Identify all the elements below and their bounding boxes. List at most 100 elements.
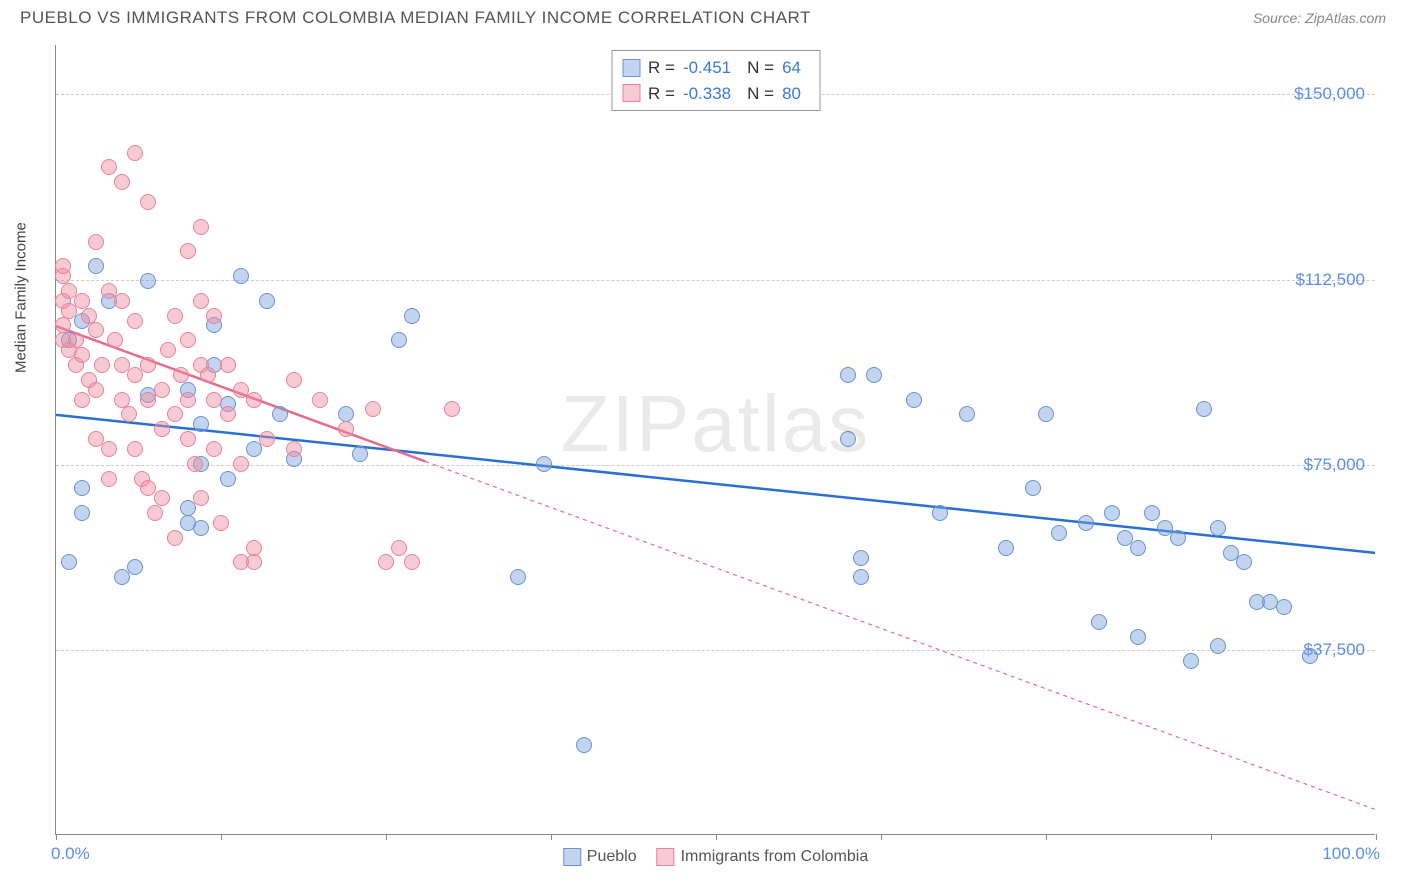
data-point xyxy=(88,322,104,338)
data-point xyxy=(391,540,407,556)
data-point xyxy=(55,317,71,333)
data-point xyxy=(259,293,275,309)
x-tick xyxy=(56,834,57,840)
data-point xyxy=(74,505,90,521)
data-point xyxy=(180,431,196,447)
source-label: Source: ZipAtlas.com xyxy=(1253,10,1386,26)
x-tick xyxy=(1046,834,1047,840)
data-point xyxy=(101,471,117,487)
data-point xyxy=(1276,599,1292,615)
data-point xyxy=(998,540,1014,556)
data-point xyxy=(1210,520,1226,536)
data-point xyxy=(1144,505,1160,521)
data-point xyxy=(576,737,592,753)
data-point xyxy=(286,372,302,388)
data-point xyxy=(167,530,183,546)
data-point xyxy=(101,159,117,175)
y-axis-title: Median Family Income xyxy=(13,222,30,373)
data-point xyxy=(259,431,275,447)
r-label: R = xyxy=(648,81,675,107)
data-point xyxy=(167,406,183,422)
data-point xyxy=(906,392,922,408)
stats-row-pueblo: R = -0.451 N = 64 xyxy=(622,55,809,81)
data-point xyxy=(180,332,196,348)
swatch-pueblo xyxy=(563,848,581,866)
data-point xyxy=(510,569,526,585)
x-tick xyxy=(716,834,717,840)
chart-plot-area: Median Family Income $37,500$75,000$112,… xyxy=(55,45,1375,835)
data-point xyxy=(140,273,156,289)
data-point xyxy=(1025,480,1041,496)
data-point xyxy=(193,520,209,536)
data-point xyxy=(246,540,262,556)
data-point xyxy=(200,367,216,383)
data-point xyxy=(1130,629,1146,645)
data-point xyxy=(312,392,328,408)
data-point xyxy=(107,332,123,348)
data-point xyxy=(378,554,394,570)
data-point xyxy=(959,406,975,422)
data-point xyxy=(213,515,229,531)
data-point xyxy=(114,293,130,309)
data-point xyxy=(206,441,222,457)
data-point xyxy=(536,456,552,472)
data-point xyxy=(1130,540,1146,556)
data-point xyxy=(127,441,143,457)
data-point xyxy=(1302,648,1318,664)
data-point xyxy=(338,421,354,437)
data-point xyxy=(173,367,189,383)
data-point xyxy=(1051,525,1067,541)
data-point xyxy=(233,268,249,284)
stats-row-colombia: R = -0.338 N = 80 xyxy=(622,81,809,107)
gridline xyxy=(56,465,1375,466)
data-point xyxy=(391,332,407,348)
x-min-label: 0.0% xyxy=(51,844,90,864)
data-point xyxy=(127,145,143,161)
data-point xyxy=(932,505,948,521)
x-tick xyxy=(881,834,882,840)
x-tick xyxy=(221,834,222,840)
data-point xyxy=(286,441,302,457)
data-point xyxy=(1236,554,1252,570)
data-point xyxy=(220,357,236,373)
x-tick xyxy=(1376,834,1377,840)
n-label: N = xyxy=(747,55,774,81)
data-point xyxy=(114,174,130,190)
y-tick-label: $75,000 xyxy=(1304,455,1365,475)
data-point xyxy=(246,392,262,408)
swatch-colombia xyxy=(622,84,640,102)
data-point xyxy=(147,505,163,521)
data-point xyxy=(74,347,90,363)
data-point xyxy=(352,446,368,462)
data-point xyxy=(233,456,249,472)
swatch-colombia xyxy=(657,848,675,866)
legend-item-pueblo: Pueblo xyxy=(563,848,637,866)
trend-lines xyxy=(56,45,1375,834)
data-point xyxy=(81,308,97,324)
n-value-pueblo: 64 xyxy=(782,55,801,81)
data-point xyxy=(1104,505,1120,521)
stats-legend: R = -0.451 N = 64 R = -0.338 N = 80 xyxy=(611,50,820,111)
data-point xyxy=(114,392,130,408)
data-point xyxy=(1091,614,1107,630)
data-point xyxy=(74,293,90,309)
data-point xyxy=(866,367,882,383)
data-point xyxy=(154,382,170,398)
data-point xyxy=(1078,515,1094,531)
data-point xyxy=(444,401,460,417)
data-point xyxy=(180,392,196,408)
data-point xyxy=(1196,401,1212,417)
data-point xyxy=(55,258,71,274)
data-point xyxy=(154,421,170,437)
data-point xyxy=(853,550,869,566)
x-tick xyxy=(386,834,387,840)
data-point xyxy=(338,406,354,422)
data-point xyxy=(140,357,156,373)
data-point xyxy=(220,471,236,487)
y-tick-label: $150,000 xyxy=(1294,84,1365,104)
data-point xyxy=(233,554,249,570)
data-point xyxy=(840,367,856,383)
data-point xyxy=(193,490,209,506)
gridline xyxy=(56,280,1375,281)
x-tick xyxy=(1211,834,1212,840)
